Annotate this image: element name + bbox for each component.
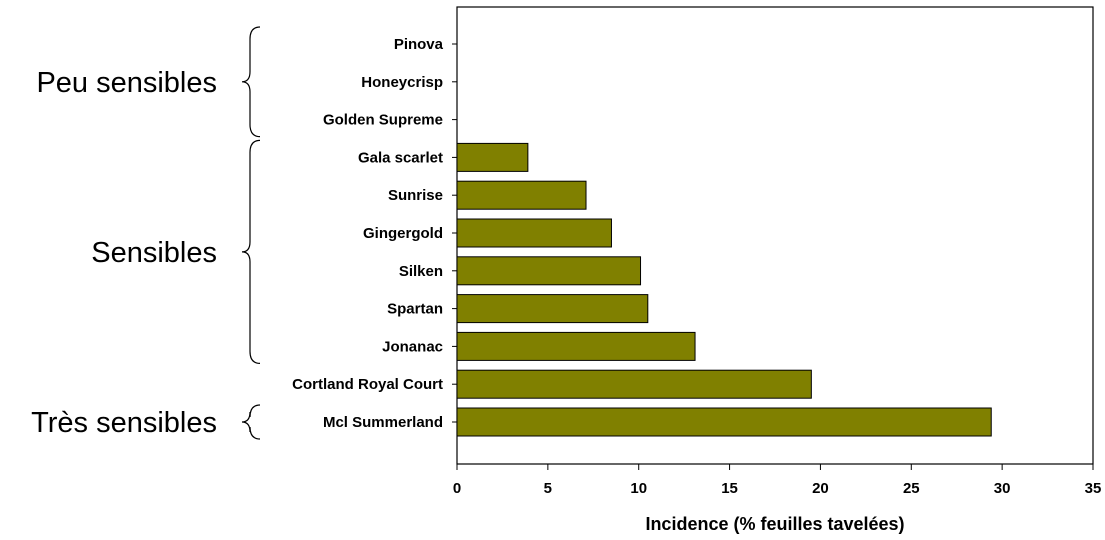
category-label: Gala scarlet [358,149,443,166]
category-label: Pinova [394,36,444,53]
category-labels: Pinova Honeycrisp Golden Supreme Gala scarl… [292,36,457,431]
bar-mcl-summerland [456,407,992,437]
category-label: Gingergold [363,225,443,242]
bar-cortland-royal-court [456,369,812,399]
group-brace [241,139,261,365]
group-brace [241,26,261,138]
x-tick-label: 30 [994,480,1011,497]
x-tick-label: 10 [630,480,647,497]
category-label: Golden Supreme [323,112,443,129]
category-label: Jonanac [382,338,443,355]
x-tick-label: 5 [544,480,552,497]
category-label: Spartan [387,301,443,318]
bar-silken [456,256,642,286]
bar-jonanac [456,331,696,361]
bar-sunrise [456,180,587,210]
bar-spartan [456,294,649,324]
x-axis-ticks: 0 5 10 15 20 25 30 35 [453,464,1102,497]
x-axis-title: Incidence (% feuilles tavelées) [645,514,904,534]
group-label: Très sensibles [31,407,217,439]
category-label: Mcl Summerland [323,414,443,431]
group-brace [241,404,261,440]
x-tick-label: 15 [721,480,738,497]
x-tick-label: 25 [903,480,920,497]
x-tick-label: 0 [453,480,461,497]
group-label: Sensibles [91,237,217,269]
group-annotations: Peu sensibles Sensibles Très sensibles [31,26,261,440]
group-label: Peu sensibles [36,67,217,99]
bar-gala-scarlet [456,142,529,172]
category-label: Cortland Royal Court [292,376,443,393]
x-tick-label: 35 [1085,480,1102,497]
bar-gingergold [456,218,612,248]
x-tick-label: 20 [812,480,829,497]
bars-layer [456,142,992,437]
category-label: Silken [399,263,443,280]
category-label: Sunrise [388,187,443,204]
category-label: Honeycrisp [361,74,443,91]
